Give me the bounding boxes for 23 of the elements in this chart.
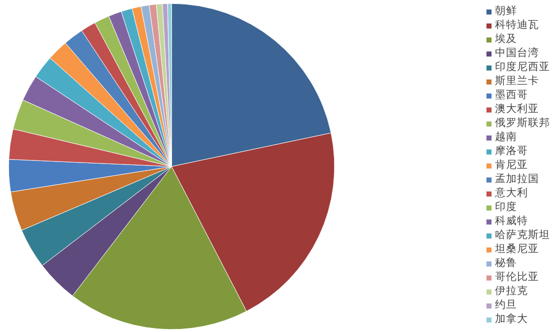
legend-label: 秘鲁	[495, 256, 517, 270]
legend-label: 印度	[495, 200, 517, 214]
legend-label: 科威特	[495, 214, 528, 228]
legend-label: 孟加拉国	[495, 172, 539, 186]
legend-label: 哈萨克斯坦	[495, 228, 550, 242]
legend-label: 坦桑尼亚	[495, 242, 539, 256]
legend-label: 俄罗斯联邦	[495, 116, 550, 130]
legend-label: 约旦	[495, 298, 517, 312]
legend-label: 肯尼亚	[495, 158, 528, 172]
legend-label: 澳大利亚	[495, 102, 539, 116]
legend-label: 斯里兰卡	[495, 74, 539, 88]
legend-label: 意大利	[495, 186, 528, 200]
legend-label: 加拿大	[495, 312, 528, 326]
legend-label: 埃及	[495, 32, 517, 46]
legend-label: 伊拉克	[495, 284, 528, 298]
legend-label: 哥伦比亚	[495, 270, 539, 284]
legend-label: 中国台湾	[495, 46, 539, 60]
legend-label: 科特迪瓦	[495, 18, 539, 32]
legend-label: 越南	[495, 130, 517, 144]
legend-label: 摩洛哥	[495, 144, 528, 158]
legend-label: 朝鲜	[495, 4, 517, 18]
legend-label: 印度尼西亚	[495, 60, 550, 74]
legend-label: 墨西哥	[495, 88, 528, 102]
